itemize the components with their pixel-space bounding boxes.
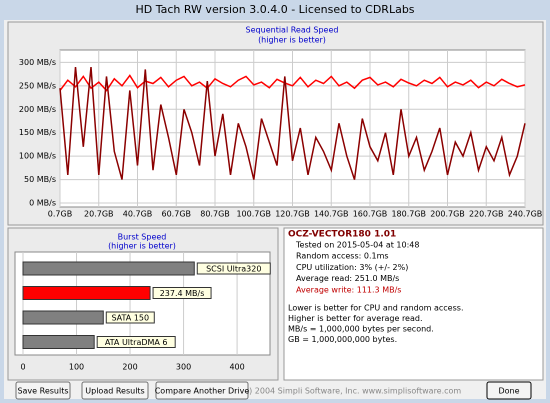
bar-label-box bbox=[105, 311, 155, 324]
button-label[interactable]: Compare Another Drive bbox=[155, 387, 250, 396]
bar bbox=[22, 286, 151, 300]
chart-subtitle: (higher is better) bbox=[108, 242, 176, 251]
y-tick-label: 50 MB/s bbox=[24, 175, 56, 184]
x-tick-label: 300 bbox=[176, 363, 191, 372]
button[interactable] bbox=[486, 381, 532, 400]
x-tick-label: 180.7GB bbox=[391, 210, 426, 219]
y-tick-label: 0 MB/s bbox=[29, 199, 56, 208]
button[interactable] bbox=[155, 381, 249, 400]
button-label[interactable]: Save Results bbox=[17, 387, 68, 396]
info-line: Average read: 251.0 MB/s bbox=[296, 274, 399, 283]
x-tick-label: 200 bbox=[122, 363, 137, 372]
bar-label-box bbox=[196, 262, 271, 275]
button[interactable] bbox=[81, 381, 149, 400]
button-label[interactable]: Done bbox=[498, 387, 519, 396]
bar-label-box bbox=[96, 336, 176, 348]
x-tick-label: 100 bbox=[69, 363, 84, 372]
category-label: SCSI Ultra320 bbox=[206, 265, 261, 274]
series-line bbox=[59, 67, 526, 180]
info-line: CPU utilization: 3% (+/- 2%) bbox=[296, 263, 408, 272]
x-tick-label: 200.7GB bbox=[430, 210, 465, 219]
chart-title: Burst Speed bbox=[118, 233, 167, 242]
info-line: Tested on 2015-05-04 at 10:48 bbox=[295, 241, 419, 250]
x-tick-label: 140.7GB bbox=[314, 210, 349, 219]
series-line bbox=[59, 74, 526, 92]
category-label: ATA UltraDMA 6 bbox=[105, 338, 168, 347]
bar bbox=[22, 261, 195, 276]
bar bbox=[22, 335, 95, 349]
button[interactable] bbox=[15, 381, 71, 400]
x-tick-label: 0.7GB bbox=[48, 210, 72, 219]
note-line: MB/s = 1,000,000 bytes per second. bbox=[288, 325, 434, 334]
x-tick-label: 0 bbox=[20, 363, 25, 372]
x-tick-label: 60.7GB bbox=[162, 210, 192, 219]
note-line: Lower is better for CPU and random acces… bbox=[288, 304, 463, 313]
average-write: Average write: 111.3 MB/s bbox=[296, 286, 401, 295]
x-tick-label: 240.7GB bbox=[508, 210, 543, 219]
info-panel bbox=[283, 227, 544, 381]
note-line: Higher is better for average read. bbox=[288, 314, 423, 323]
info-line: Random access: 0.1ms bbox=[296, 252, 389, 261]
category-label: SATA 150 bbox=[111, 314, 149, 323]
x-tick-label: 20.7GB bbox=[84, 210, 114, 219]
value-label: 237.4 MB/s bbox=[160, 289, 205, 298]
y-tick-label: 150 MB/s bbox=[19, 128, 56, 137]
bar-label-box bbox=[152, 287, 212, 299]
y-tick-label: 200 MB/s bbox=[19, 105, 56, 114]
window-title: HD Tach RW version 3.0.4.0 - Licensed to… bbox=[135, 3, 414, 16]
note-line: GB = 1,000,000,000 bytes. bbox=[288, 335, 397, 344]
y-tick-label: 100 MB/s bbox=[19, 152, 56, 161]
y-tick-label: 250 MB/s bbox=[19, 81, 56, 90]
drive-name: OCZ-VECTOR180 1.01 bbox=[288, 230, 396, 240]
bar bbox=[22, 310, 104, 325]
y-tick-label: 300 MB/s bbox=[19, 58, 56, 67]
x-tick-label: 160.7GB bbox=[353, 210, 388, 219]
x-tick-label: 400 bbox=[229, 363, 244, 372]
button-label[interactable]: Upload Results bbox=[85, 387, 144, 396]
x-tick-label: 220.7GB bbox=[469, 210, 504, 219]
x-tick-label: 120.7GB bbox=[275, 210, 310, 219]
x-tick-label: 40.7GB bbox=[123, 210, 153, 219]
chart-subtitle: (higher is better) bbox=[258, 36, 326, 45]
x-tick-label: 100.7GB bbox=[236, 210, 271, 219]
x-tick-label: 80.7GB bbox=[200, 210, 230, 219]
chart-title: Sequential Read Speed bbox=[246, 26, 339, 35]
footer: Copyright (C) 2004 Simpli Software, Inc.… bbox=[199, 387, 462, 396]
